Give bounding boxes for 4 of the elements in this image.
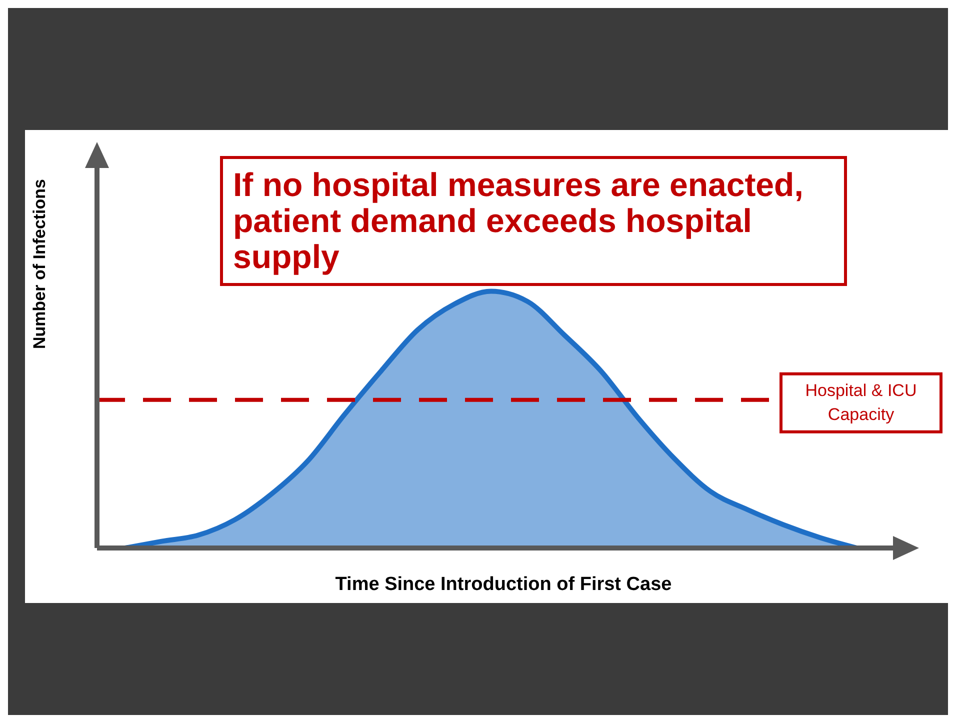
y-axis-title: Number of Infections [30,178,50,349]
ref-line-label: Hospital & ICU Capacity [805,380,917,424]
x-axis-title: Time Since Introduction of First Case [335,574,672,595]
text: If no hospital measures are enacted, patient demand exceeds hospital supply [220,156,847,286]
